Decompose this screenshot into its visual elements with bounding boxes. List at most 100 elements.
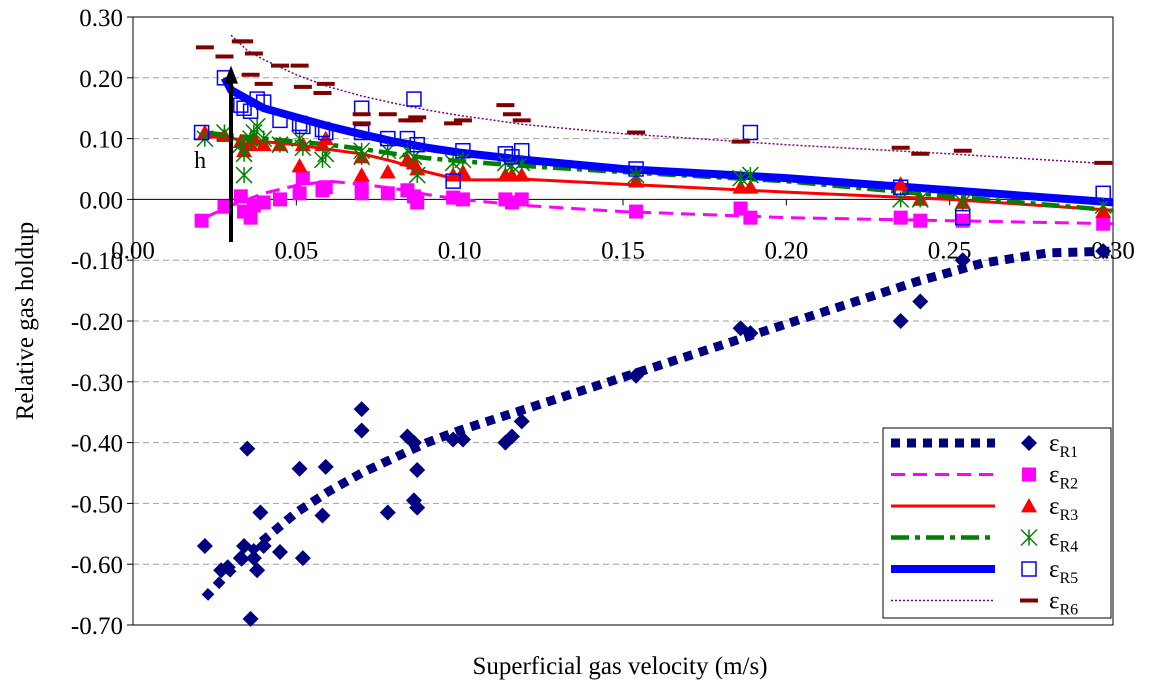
y-tick-label: 0.20 [79,66,123,93]
series-r4 [196,117,1112,215]
data-point [353,148,371,166]
data-point [379,504,396,521]
trend-line-r2 [204,179,1114,226]
data-point [272,544,288,561]
x-axis-title: Superficial gas velocity (m/s) [472,653,767,680]
data-point [317,124,334,141]
data-point [628,161,644,177]
data-point [255,130,273,148]
legend-label-r4: εR4 [1049,525,1078,556]
series-r1 [196,243,1112,627]
data-point [291,460,308,477]
trend-line-r1 [201,246,1114,601]
data-point [249,562,266,579]
data-point [291,157,308,173]
data-point [514,192,529,207]
data-point [295,171,310,186]
data-point [245,550,262,567]
data-point [353,167,370,182]
data-point [628,367,645,384]
data-point [503,428,520,445]
data-point [313,151,331,169]
data-point [193,124,210,141]
data-point [955,213,970,228]
y-axis-title: Relative gas holdup [12,222,39,421]
data-point [1095,185,1111,202]
annotation: h [194,65,238,242]
data-point [256,195,271,210]
data-point [513,167,530,182]
data-point [409,499,426,516]
series-r2 [194,171,1111,231]
data-point [454,151,472,169]
data-point [196,130,214,148]
data-point [235,166,253,184]
annotation-label: h [194,148,206,174]
data-point [255,94,272,110]
data-point [497,434,514,451]
data-point [629,204,644,219]
data-point [317,145,335,163]
data-point [454,431,471,448]
data-point [954,252,971,269]
data-point [912,293,929,310]
data-point [235,145,253,163]
data-point [409,461,426,478]
legend-marker-r3 [1021,498,1037,513]
data-point [954,193,972,211]
data-point [255,537,272,554]
data-point [314,121,331,138]
data-point [455,192,470,207]
data-point [318,180,333,195]
data-point [236,537,253,554]
y-tick-label: -0.60 [71,552,123,579]
y-tick-label: -0.40 [71,431,123,458]
data-point [314,507,331,524]
data-point [513,413,530,430]
y-tick-label: -0.20 [71,309,123,336]
axes: 0.300.200.100.00-0.10-0.20-0.30-0.40-0.5… [71,5,1135,640]
data-point [292,186,307,201]
data-point [354,186,369,201]
data-point [273,192,287,207]
legend-label-r5: εR5 [1049,556,1078,587]
grid-lines [133,77,1113,565]
data-point [380,130,396,147]
data-point [317,130,334,145]
x-tick-label: 0.00 [111,237,155,264]
series-r6 [195,39,1113,165]
data-point [233,97,249,113]
data-point [954,209,971,226]
data-point [271,136,289,154]
x-tick-label: 0.20 [764,237,808,264]
data-point [893,210,908,225]
data-point [741,166,759,184]
y-tick-label: 0.30 [79,5,123,32]
data-point [504,149,520,165]
data-point [742,325,759,342]
y-tick-label: -0.50 [71,491,123,518]
data-point [892,176,909,191]
data-point [405,434,422,451]
data-point [913,213,928,228]
x-tick-label: 0.15 [601,237,645,264]
x-tick-label: 0.05 [274,237,318,264]
data-point [455,143,471,159]
data-point [911,190,929,208]
legend-box [882,427,1112,619]
data-point [513,143,530,159]
data-markers [193,39,1113,627]
data-point [242,610,259,627]
data-point [732,169,750,187]
data-point [743,210,758,225]
data-point [272,112,288,129]
legend-label-r3: εR3 [1049,493,1078,524]
data-point [317,458,334,475]
y-tick-label: 0.00 [79,187,123,214]
data-point [353,422,370,439]
x-tick-label: 0.10 [438,237,482,264]
legend-marker-r1 [1021,435,1037,451]
data-point [353,124,370,141]
